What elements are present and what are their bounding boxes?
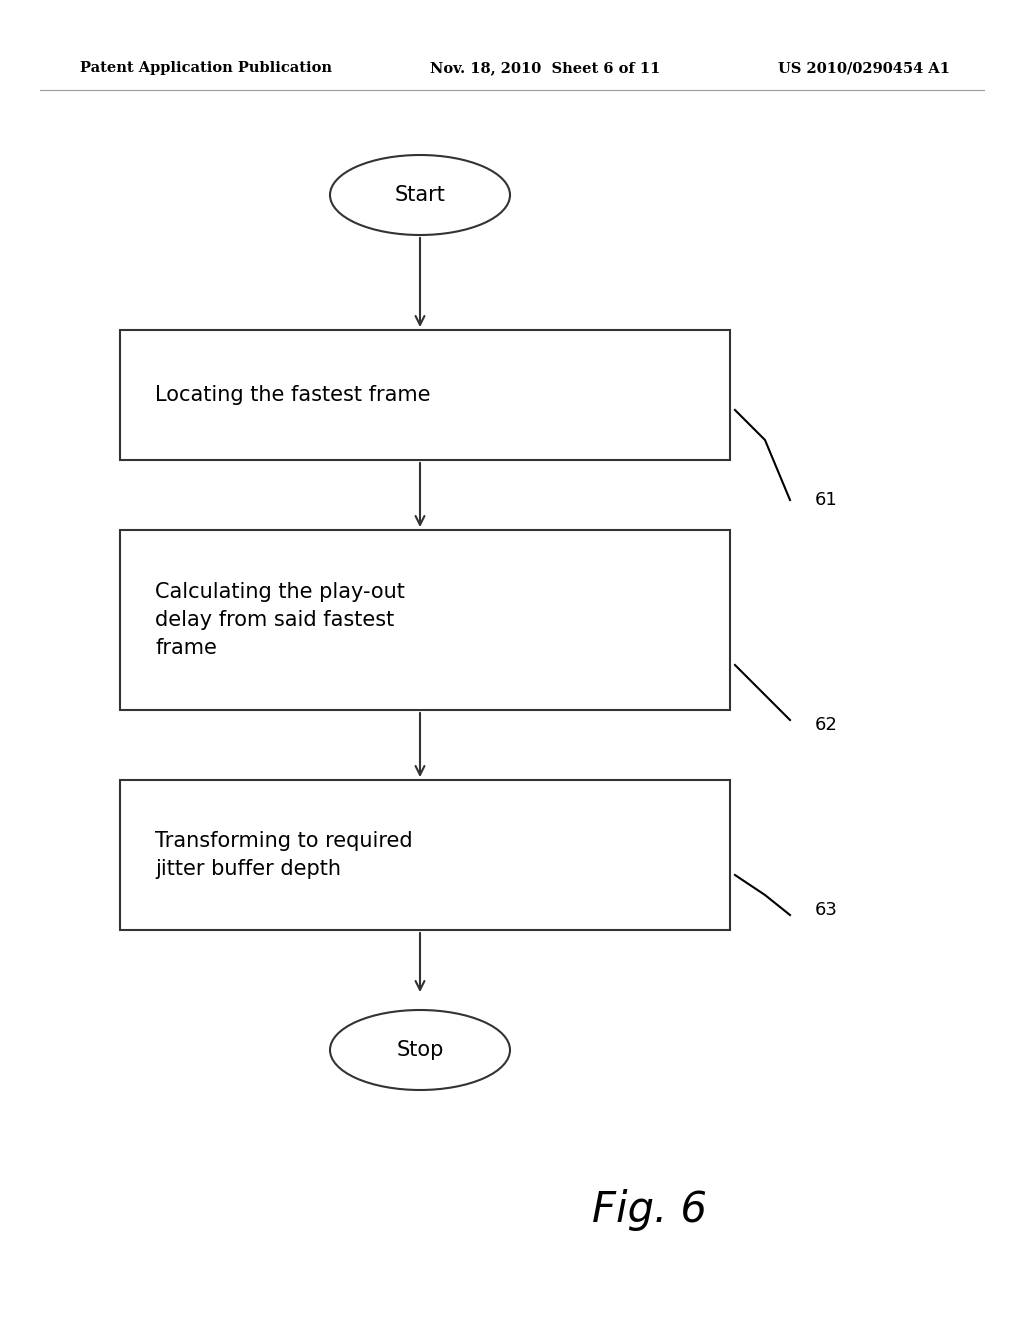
Text: Start: Start — [394, 185, 445, 205]
Text: Patent Application Publication: Patent Application Publication — [80, 61, 332, 75]
Text: 62: 62 — [815, 715, 838, 734]
Text: Stop: Stop — [396, 1040, 443, 1060]
Text: Locating the fastest frame: Locating the fastest frame — [155, 385, 430, 405]
Bar — [120, 330, 730, 459]
Text: Transforming to required
jitter buffer depth: Transforming to required jitter buffer d… — [155, 832, 413, 879]
Bar — [120, 531, 730, 710]
Text: 61: 61 — [815, 491, 838, 510]
Bar — [120, 780, 730, 931]
Text: US 2010/0290454 A1: US 2010/0290454 A1 — [778, 61, 950, 75]
Text: Nov. 18, 2010  Sheet 6 of 11: Nov. 18, 2010 Sheet 6 of 11 — [430, 61, 660, 75]
Text: Fig. 6: Fig. 6 — [593, 1189, 708, 1232]
Text: Calculating the play-out
delay from said fastest
frame: Calculating the play-out delay from said… — [155, 582, 404, 657]
Text: 63: 63 — [815, 902, 838, 919]
